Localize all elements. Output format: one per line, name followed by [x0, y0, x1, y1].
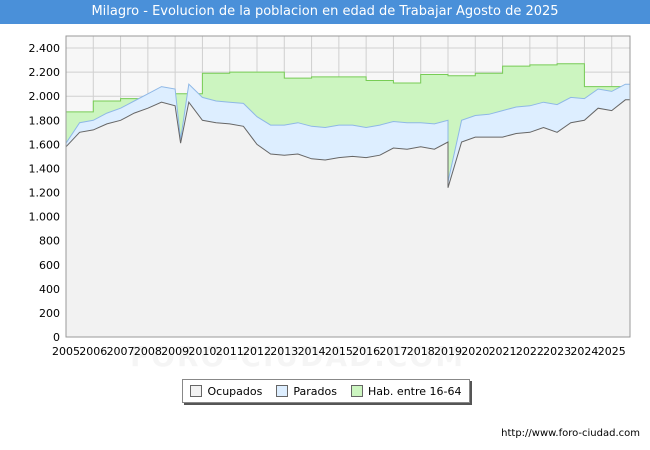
- x-tick-label: 2015: [325, 345, 353, 358]
- x-tick-label: 2012: [243, 345, 271, 358]
- y-tick-label: 2.000: [29, 90, 61, 103]
- legend-swatch-parados: [276, 385, 289, 397]
- chart-title: Milagro - Evolucion de la poblacion en e…: [0, 0, 650, 24]
- line-ocupados: [65, 99, 630, 188]
- x-tick-label: 2023: [543, 345, 571, 358]
- legend-item-ocupados: Ocupados: [190, 385, 262, 398]
- y-tick-label: 1.200: [29, 187, 61, 200]
- x-tick-label: 2020: [461, 345, 489, 358]
- y-tick-label: 2.400: [29, 42, 61, 55]
- legend-label-parados: Parados: [293, 384, 337, 398]
- legend-label-hab: Hab. entre 16-64: [367, 384, 462, 398]
- x-tick-label: 2022: [516, 345, 544, 358]
- x-tick-label: 2009: [161, 345, 189, 358]
- legend-swatch-hab: [350, 385, 363, 397]
- watermark: FORO-CIUDAD.COM: [130, 340, 465, 373]
- x-tick-label: 2024: [570, 345, 598, 358]
- y-tick-label: 800: [39, 235, 60, 248]
- y-tick-label: 1.000: [29, 211, 61, 224]
- y-tick-label: 400: [39, 283, 60, 296]
- x-tick-label: 2005: [52, 345, 80, 358]
- y-tick-label: 600: [39, 259, 60, 272]
- x-tick-label: 2007: [107, 345, 135, 358]
- legend: Ocupados Parados Hab. entre 16-64: [182, 379, 470, 403]
- source-link[interactable]: http://www.foro-ciudad.com: [501, 428, 640, 439]
- x-tick-label: 2010: [188, 345, 216, 358]
- legend-item-parados: Parados: [276, 385, 337, 398]
- y-tick-label: 1.400: [29, 162, 61, 175]
- x-tick-label: 2011: [216, 345, 244, 358]
- legend-label-ocupados: Ocupados: [207, 384, 263, 398]
- x-tick-label: 2017: [379, 345, 407, 358]
- y-tick-label: 200: [39, 307, 60, 320]
- x-tick-label: 2016: [352, 345, 380, 358]
- x-tick-label: 2013: [270, 345, 298, 358]
- line-parados: [65, 83, 630, 182]
- legend-item-hab: Hab. entre 16-64: [350, 384, 462, 398]
- y-tick-label: 0: [53, 331, 60, 344]
- plot-border: [65, 35, 631, 338]
- y-tick-label: 1.800: [29, 114, 61, 127]
- x-tick-label: 2018: [407, 345, 435, 358]
- x-tick-label: 2014: [298, 345, 326, 358]
- legend-swatch-ocupados: [190, 385, 203, 397]
- area-ocupados: [66, 99, 630, 337]
- x-tick-label: 2006: [79, 345, 107, 358]
- y-tick-label: 1.600: [29, 138, 61, 151]
- y-tick-label: 2.200: [29, 66, 61, 79]
- x-tick-label: 2019: [434, 345, 462, 358]
- x-tick-label: 2008: [134, 345, 162, 358]
- x-tick-label: 2025: [598, 345, 626, 358]
- x-tick-label: 2021: [489, 345, 517, 358]
